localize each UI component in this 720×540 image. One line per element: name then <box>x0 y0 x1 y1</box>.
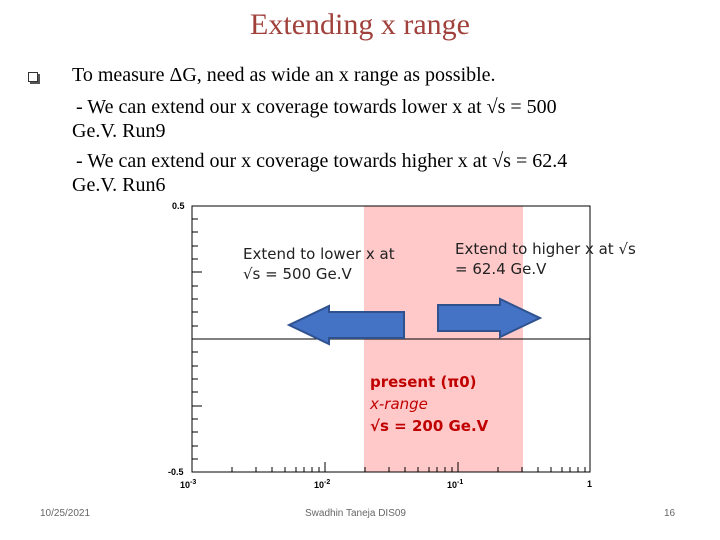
bullet-line-1: To measure ΔG, need as wide an x range a… <box>72 64 496 86</box>
lower-x-note-line-2: √s = 500 Ge.V <box>243 265 352 283</box>
footer-page-number: 16 <box>664 508 676 519</box>
higher-x-note-line-1: Extend to higher x at √s <box>455 240 636 258</box>
x-tick-1e-3: 10-3 <box>180 479 197 490</box>
footer-date: 10/25/2021 <box>40 508 91 519</box>
arrow-left-icon <box>286 304 405 346</box>
bullet-line-3: Ge.V. Run9 <box>72 120 166 142</box>
present-range-line-1: present (π0) <box>370 373 477 391</box>
higher-x-note-line-2: = 62.4 Ge.V <box>455 260 547 278</box>
x-tick-1e-1: 10-1 <box>447 479 464 490</box>
higher-x-note: Extend to higher x at √s = 62.4 Ge.V <box>455 239 636 279</box>
x-tick-1: 1 <box>587 479 593 489</box>
slide-title: Extending x range <box>250 8 470 41</box>
y-tick-bottom: -0.5 <box>168 467 184 477</box>
present-range-label: present (π0) x-range √s = 200 Ge.V <box>370 371 488 437</box>
y-tick-top: 0.5 <box>172 201 185 211</box>
arrow-right-icon <box>437 297 543 339</box>
present-range-line-3: √s = 200 Ge.V <box>370 417 489 435</box>
bullet-line-2: - We can extend our x coverage towards l… <box>76 96 557 118</box>
x-tick-1e-2: 10-2 <box>314 479 331 490</box>
footer-author: Swadhin Taneja DIS09 <box>305 508 406 519</box>
bullet-icon <box>28 72 38 82</box>
bullet-line-4: - We can extend our x coverage towards h… <box>76 150 568 172</box>
lower-x-note-line-1: Extend to lower x at <box>243 245 395 263</box>
bullet-line-5: Ge.V. Run6 <box>72 174 166 196</box>
y-axis-ticks <box>192 218 202 460</box>
present-range-line-2: x-range <box>370 395 428 413</box>
x-axis-ticks <box>231 462 586 472</box>
lower-x-note: Extend to lower x at √s = 500 Ge.V <box>243 244 395 284</box>
